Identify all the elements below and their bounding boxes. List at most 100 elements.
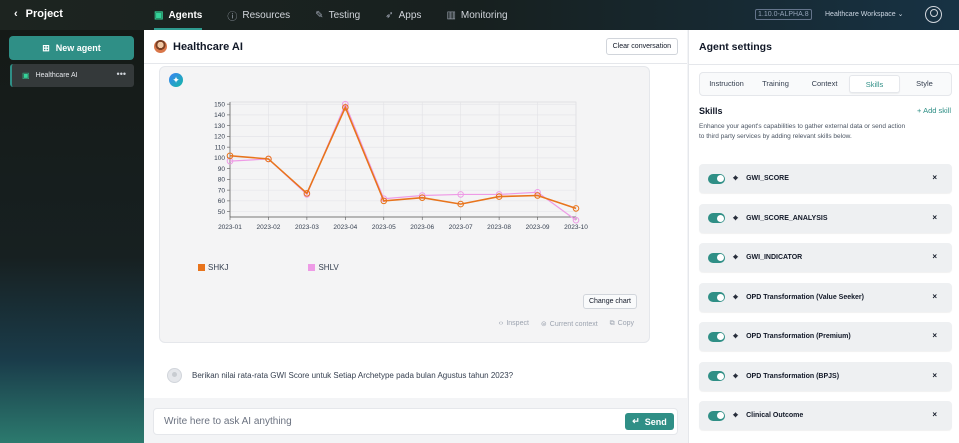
ai-chart-message: ✦ 50 60 70 80 90 100 110 120 130 140 150 2023-01 202… (159, 66, 650, 343)
nav-label: Monitoring (460, 9, 508, 21)
info-icon: ⓘ (227, 11, 238, 23)
current-context-button[interactable]: ⊜ Current context (541, 320, 598, 328)
x-tick-label: 2023-08 (487, 224, 511, 231)
skill-toggle[interactable] (708, 410, 725, 421)
skill-item: ⌖ GWI_SCORE × (699, 164, 952, 193)
new-agent-button[interactable]: ⊞ New agent (9, 36, 134, 60)
settings-tabs: Instruction Training Context Skills Styl… (699, 72, 952, 96)
back-label: Project (25, 8, 63, 20)
skill-item: ⌖ GWI_SCORE_ANALYSIS × (699, 203, 952, 233)
chat-input[interactable] (153, 408, 678, 435)
line-chart: 50 60 70 80 90 100 110 120 130 140 150 2023-01 2023-… (214, 100, 588, 231)
data-point-shkj (495, 193, 503, 200)
skills-heading: Skills (699, 106, 723, 116)
plus-icon: + (917, 106, 922, 115)
x-tick-label: 2023-09 (526, 224, 550, 231)
data-point-shkj (572, 205, 580, 212)
plus-square-icon: ⊞ (42, 42, 50, 53)
agents-sidebar: ⊞ New agent ▣ Healthcare AI ••• (0, 30, 144, 443)
add-skill-button[interactable]: + Add skill (917, 106, 951, 115)
x-tick-label: 2023-04 (333, 224, 357, 231)
chat-icon: ▣ (22, 71, 30, 80)
y-tick-label: 50 (218, 209, 226, 216)
agent-label: Healthcare AI (35, 72, 78, 79)
nav-testing[interactable]: ✎ Testing (315, 0, 360, 30)
skill-toggle[interactable] (708, 213, 725, 223)
skill-name: GWI_SCORE_ANALYSIS (746, 214, 828, 222)
back-to-project-link[interactable]: ‹ Project (14, 8, 63, 20)
data-point-shlv (457, 191, 464, 198)
x-tick-label: 2023-06 (410, 224, 434, 231)
function-icon: ⌖ (733, 212, 739, 223)
y-tick-label: 70 (218, 187, 226, 194)
close-icon[interactable]: × (932, 291, 937, 301)
workspace-selector[interactable]: Healthcare Workspace ⌄ (825, 10, 904, 18)
tab-context[interactable]: Context (811, 79, 838, 88)
chat-title: Healthcare AI (154, 40, 243, 53)
tab-skills[interactable]: Skills (849, 75, 900, 93)
skill-toggle[interactable] (708, 173, 725, 184)
copy-button[interactable]: ⧉ Copy (610, 320, 634, 328)
chat-icon: ▣ (154, 9, 164, 21)
x-tick-label: 2023-07 (449, 224, 473, 231)
send-button[interactable]: ↵ Send (625, 413, 674, 430)
skill-item: ⌖ OPD Transformation (Premium) × (699, 322, 952, 351)
skill-item: ⌖ Clinical Outcome × (699, 401, 952, 430)
function-icon: ⌖ (733, 291, 739, 302)
skill-toggle[interactable] (708, 292, 725, 302)
user-avatar-icon (167, 368, 182, 383)
data-point-shkj (265, 155, 272, 163)
close-icon[interactable]: × (932, 410, 937, 419)
data-point-shkj (342, 104, 349, 111)
skill-name: OPD Transformation (Value Seeker) (746, 293, 864, 301)
main-nav: ▣ Agents ⓘ Resources ✎ Testing ➶ Apps ▥ … (154, 0, 508, 30)
user-message-text: Berikan nilai rata-rata GWI Score untuk … (192, 371, 514, 380)
tab-instruction[interactable]: Instruction (709, 79, 744, 88)
legend-item-shlv[interactable]: SHLV (308, 263, 339, 272)
change-chart-button[interactable]: Change chart (582, 294, 637, 309)
skill-toggle[interactable] (708, 371, 725, 381)
chevron-down-icon: ⌄ (897, 11, 904, 18)
nav-monitoring[interactable]: ▥ Monitoring (446, 0, 507, 30)
close-icon[interactable]: × (932, 252, 937, 261)
send-label: Send (644, 416, 667, 427)
enter-icon: ↵ (632, 416, 640, 426)
sparkle-icon: ✦ (169, 73, 183, 87)
nav-agents[interactable]: ▣ Agents (154, 0, 203, 30)
nav-label: Agents (168, 9, 203, 21)
y-tick-label: 150 (214, 101, 225, 108)
data-point-shkj (418, 194, 426, 201)
data-point-shlv (572, 216, 580, 224)
skill-toggle[interactable] (708, 252, 725, 263)
workspace-label: Healthcare Workspace (825, 11, 896, 18)
close-icon[interactable]: × (932, 331, 937, 340)
sidebar-item-healthcare-ai[interactable]: ▣ Healthcare AI ••• (10, 64, 134, 87)
close-icon[interactable]: × (932, 370, 937, 380)
user-avatar-icon[interactable] (925, 6, 942, 23)
more-options-icon[interactable]: ••• (116, 69, 126, 79)
skill-item: ⌖ OPD Transformation (BPJS) × (699, 361, 952, 391)
chat-title-text: Healthcare AI (173, 40, 243, 53)
context-label: Current context (549, 321, 598, 328)
nav-label: Resources (242, 9, 291, 21)
inspect-button[interactable]: ‹› Inspect (499, 320, 529, 328)
skill-name: OPD Transformation (Premium) (746, 333, 851, 340)
legend-item-shkj[interactable]: SHKJ (198, 263, 228, 272)
data-point-shkj (534, 192, 541, 199)
data-point-shkj (457, 200, 464, 208)
nav-apps[interactable]: ➶ Apps (385, 0, 421, 30)
x-tick-label: 2023-05 (372, 224, 396, 231)
y-tick-label: 130 (214, 123, 225, 130)
clear-conversation-button[interactable]: Clear conversation (605, 38, 678, 55)
legend-swatch (308, 264, 316, 271)
tab-training[interactable]: Training (762, 79, 789, 88)
x-tick-label: 2023-10 (564, 224, 588, 231)
close-icon[interactable]: × (932, 212, 937, 222)
nav-resources[interactable]: ⓘ Resources (227, 0, 290, 30)
close-icon[interactable]: × (932, 173, 937, 182)
nav-label: Apps (398, 9, 422, 21)
tab-style[interactable]: Style (916, 79, 933, 88)
skill-toggle[interactable] (708, 331, 725, 342)
y-tick-label: 60 (218, 198, 226, 205)
data-point-shkj (380, 197, 388, 205)
